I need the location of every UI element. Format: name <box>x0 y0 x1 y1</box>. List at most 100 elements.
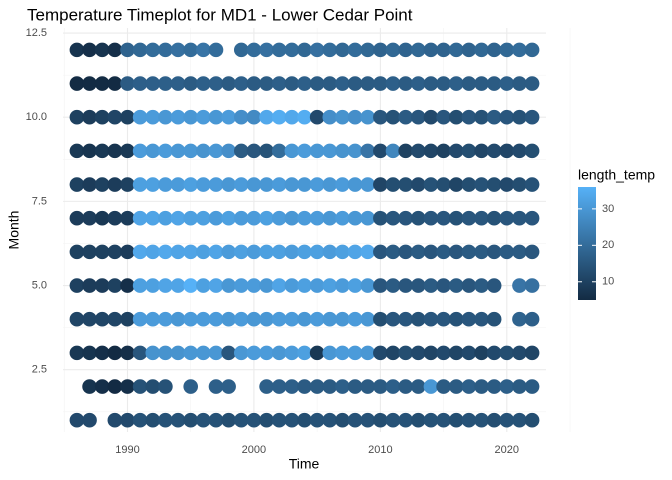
point <box>461 244 477 260</box>
point <box>360 278 376 293</box>
y-tick-label: 12.5 <box>26 27 47 39</box>
point <box>259 42 274 58</box>
point <box>158 143 173 159</box>
point <box>120 42 135 58</box>
point <box>423 76 439 91</box>
point <box>486 210 502 226</box>
point <box>271 311 287 327</box>
point <box>208 278 224 293</box>
point <box>474 412 489 428</box>
point <box>271 76 287 91</box>
point <box>94 143 110 159</box>
point <box>233 42 249 58</box>
point <box>486 345 502 361</box>
point <box>145 345 161 361</box>
point <box>259 244 274 260</box>
point <box>158 210 173 226</box>
point <box>107 109 123 125</box>
point <box>512 278 527 293</box>
point <box>360 345 376 361</box>
point <box>94 345 110 361</box>
point <box>69 109 85 125</box>
point <box>423 210 439 226</box>
point <box>385 379 401 394</box>
point <box>233 76 249 91</box>
point <box>398 210 413 226</box>
point <box>448 177 464 192</box>
point <box>297 42 312 58</box>
point <box>448 76 464 91</box>
point <box>132 379 148 394</box>
point <box>271 278 287 293</box>
point <box>208 412 224 428</box>
x-tick-label: 2000 <box>242 444 266 456</box>
point <box>107 76 123 91</box>
point <box>499 379 515 394</box>
point <box>158 76 173 91</box>
point <box>233 177 249 192</box>
point <box>436 412 451 428</box>
point <box>322 345 338 361</box>
colorbar-label: 10 <box>602 276 614 288</box>
point <box>512 143 527 159</box>
point <box>259 210 274 226</box>
point <box>410 76 426 91</box>
x-axis-title: Time <box>289 456 320 472</box>
point <box>221 278 236 293</box>
y-tick-label: 7.5 <box>32 195 47 207</box>
point <box>410 143 426 159</box>
point <box>309 143 325 159</box>
point <box>398 177 413 192</box>
point <box>132 177 148 192</box>
point <box>385 345 401 361</box>
point <box>69 345 85 361</box>
point <box>322 379 338 394</box>
point <box>373 143 388 159</box>
point <box>360 311 376 327</box>
point <box>233 278 249 293</box>
point <box>322 76 338 91</box>
point <box>183 278 199 293</box>
point <box>196 109 211 125</box>
point <box>385 143 401 159</box>
point <box>410 278 426 293</box>
point <box>512 412 527 428</box>
point <box>107 177 123 192</box>
point <box>499 76 515 91</box>
point <box>284 379 300 394</box>
point <box>461 412 477 428</box>
point <box>499 42 515 58</box>
point <box>183 210 199 226</box>
point <box>448 311 464 327</box>
point <box>436 109 451 125</box>
point <box>524 177 540 192</box>
point <box>69 311 85 327</box>
point <box>246 143 262 159</box>
point <box>385 177 401 192</box>
point <box>208 311 224 327</box>
point <box>335 379 350 394</box>
point <box>107 311 123 327</box>
point <box>196 278 211 293</box>
point <box>221 177 236 192</box>
point <box>107 143 123 159</box>
point <box>196 76 211 91</box>
point <box>524 244 540 260</box>
point <box>145 278 161 293</box>
point <box>423 42 439 58</box>
point <box>436 311 451 327</box>
point <box>94 311 110 327</box>
point <box>183 244 199 260</box>
point <box>170 143 186 159</box>
point <box>284 210 300 226</box>
point <box>297 311 312 327</box>
point <box>499 109 515 125</box>
point <box>82 109 97 125</box>
point <box>335 412 350 428</box>
point <box>233 345 249 361</box>
point <box>259 345 274 361</box>
point <box>132 412 148 428</box>
y-tick-label: 5.0 <box>32 279 47 291</box>
point <box>221 412 236 428</box>
